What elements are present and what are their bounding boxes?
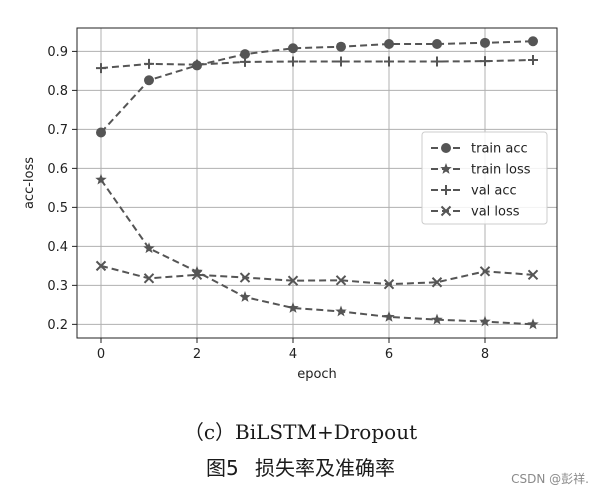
data-point-val-acc [192,59,202,70]
x-tick-label: 8 [481,347,489,362]
legend-item-val-loss: val loss [431,205,520,220]
data-point-val-acc [96,63,106,74]
data-point-train-acc [96,127,106,138]
data-point-val-loss [287,275,299,286]
x-tick-label: 2 [193,347,201,362]
data-point-val-loss [335,275,347,286]
series-train-loss [95,173,539,330]
data-point-train-acc [384,38,394,49]
data-point-val-acc [384,56,394,67]
y-tick-label: 0.8 [47,84,68,99]
data-point-train-loss [431,313,443,325]
data-point-val-acc [336,56,346,67]
data-point-train-acc [432,38,442,49]
legend-item-val-acc: val acc [431,184,517,199]
data-point-train-acc [240,49,250,60]
y-tick-label: 0.5 [47,201,68,216]
data-point-train-loss [479,315,491,327]
data-point-train-acc [528,36,538,47]
y-tick-label: 0.6 [47,162,68,177]
legend-label: train acc [471,142,528,157]
y-axis-label: acc-loss [22,157,37,209]
y-tick-label: 0.4 [47,240,68,255]
series-line-train-loss [100,179,534,326]
x-tick-label: 0 [97,347,105,362]
data-point-train-loss [191,265,203,277]
data-point-val-acc [432,56,442,67]
legend-marker [440,163,452,174]
legend-box [421,131,548,225]
chart: 0 2 4 6 8 0.2 0.3 0.4 0.5 0.6 0.7 0.8 0.9 epoch acc-… [22,27,558,382]
data-point-val-acc [528,54,538,65]
figure-title: 图5 损失率及准确率 [205,456,396,480]
data-point-train-loss [239,291,251,302]
data-point-val-acc [480,56,490,67]
x-axis-label: epoch [297,367,337,382]
series-line-val-acc [100,58,534,70]
series-line-val-loss [100,264,534,286]
data-point-train-acc [336,41,346,52]
data-point-val-loss [191,269,203,281]
figure-subtitle: （c）BiLSTM+Dropout [183,420,418,444]
data-point-val-loss [383,278,395,290]
legend-marker [441,185,451,195]
series-val-loss [95,260,539,290]
y-tick-label: 0.2 [47,318,68,333]
data-point-train-loss [143,242,155,254]
y-tick-label: 0.3 [47,279,68,294]
legend-label: val acc [471,184,517,199]
legend-marker [440,205,452,217]
watermark: CSDN @彭祥. [511,472,589,486]
series-layer [95,36,539,330]
data-point-val-acc [288,56,298,67]
data-point-train-acc [288,43,298,54]
data-point-val-loss [479,266,491,277]
series-train-acc [96,36,538,138]
legend-label: train loss [471,163,531,178]
data-point-val-loss [527,269,539,281]
data-point-train-loss [383,310,395,322]
y-tick-label: 0.9 [47,45,68,60]
data-point-train-acc [144,75,154,86]
data-point-train-loss [527,318,539,330]
data-point-val-acc [144,58,154,69]
legend-item-train-acc: train acc [431,142,528,157]
data-point-val-acc [240,56,250,67]
y-tick-label: 0.7 [47,123,68,138]
legend-label: val loss [471,205,520,220]
data-point-val-loss [239,272,251,283]
series-line-train-acc [100,40,534,134]
ticks: 0 2 4 6 8 0.2 0.3 0.4 0.5 0.6 0.7 0.8 0.9 [47,45,489,362]
data-point-train-acc [480,37,490,48]
data-point-val-loss [143,273,155,284]
legend: train acc train loss val acc val loss [421,131,548,225]
legend-marker [441,143,451,153]
data-point-val-loss [95,260,107,272]
x-tick-label: 4 [289,347,297,362]
plot-frame [76,27,558,339]
legend-item-train-loss: train loss [431,163,531,178]
data-point-val-loss [431,277,443,288]
series-val-acc [96,54,538,74]
data-point-train-loss [335,305,347,317]
x-tick-label: 6 [385,347,393,362]
data-point-train-loss [287,301,299,313]
data-point-train-loss [95,173,107,185]
